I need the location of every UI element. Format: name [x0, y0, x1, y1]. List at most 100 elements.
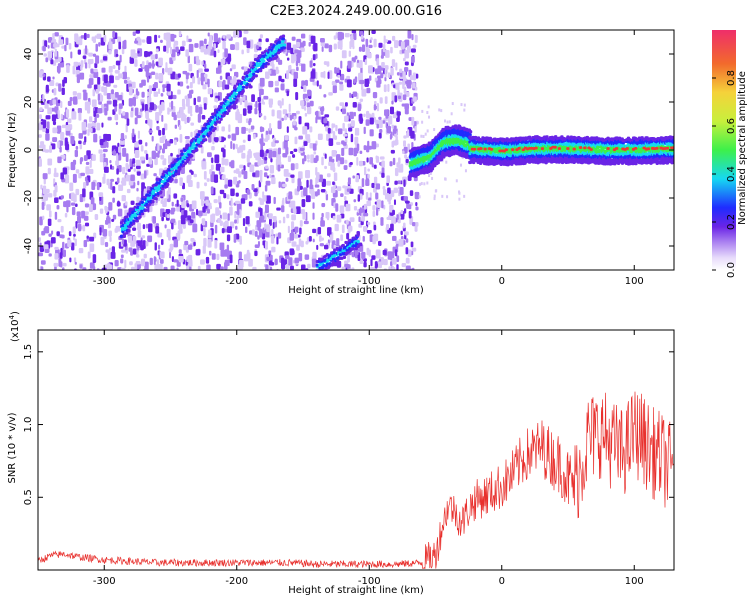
spectrogram-cell — [50, 59, 54, 65]
spectrogram-cell — [120, 254, 124, 259]
spectrogram-cell — [132, 158, 136, 164]
spectrogram-cell — [88, 116, 93, 123]
spectrogram-cell — [350, 120, 355, 127]
spectrogram-cell — [300, 264, 306, 270]
spectrogram-cell — [233, 234, 237, 243]
spectrogram-cell — [125, 163, 129, 170]
spectrogram-cell — [137, 180, 140, 186]
spectrogram-cell — [70, 202, 76, 206]
spectrogram-cell — [367, 221, 371, 226]
spectrogram-cell — [337, 74, 341, 78]
spectrogram-cell — [134, 263, 138, 270]
spectrogram-cell — [110, 93, 116, 99]
spectrogram-cell — [247, 83, 252, 87]
spectrogram-cell — [96, 268, 100, 270]
spectrogram-cell — [155, 61, 159, 66]
spectrogram-cell — [266, 62, 270, 66]
spectrogram-cell — [280, 78, 285, 83]
spectrogram-cell — [290, 47, 294, 55]
spectrogram-cell — [40, 184, 43, 190]
spectrogram-cell — [296, 66, 299, 72]
spectrogram-cell — [283, 169, 289, 177]
spectrogram-cell — [339, 102, 345, 106]
spectrogram-cell — [181, 40, 186, 47]
spectrogram-cell — [302, 158, 305, 165]
spectrogram-cell — [231, 133, 237, 141]
spectrogram-cell — [107, 223, 111, 229]
spectrogram-cell — [223, 107, 227, 112]
spectrogram-cell — [162, 67, 165, 75]
spectrogram-cell — [213, 174, 219, 183]
spectrogram-cell — [339, 157, 345, 165]
spectrogram-cell — [277, 120, 282, 130]
spectrogram-cell — [49, 100, 53, 106]
spectrogram-cell — [41, 201, 45, 210]
spectrogram-cell — [271, 177, 276, 185]
spectrogram-cell — [246, 40, 251, 49]
spectrogram-cell — [259, 77, 265, 87]
spectrogram-cell — [115, 121, 119, 126]
spectrogram-cell — [373, 164, 377, 169]
spectrogram-cell — [193, 173, 197, 178]
spectrogram-cell — [384, 76, 387, 82]
spectrogram-cell — [190, 131, 193, 138]
spectrogram-cell — [213, 199, 218, 204]
spectrogram-cell — [101, 67, 106, 73]
spectrogram-cell — [282, 197, 285, 202]
spectrogram-cell — [343, 165, 348, 170]
spectrogram-cell — [390, 46, 393, 54]
spectrogram-cell — [208, 131, 213, 135]
spectrogram-cell — [152, 189, 156, 193]
spectrogram-cell — [39, 245, 45, 253]
spectrogram-cell — [165, 208, 171, 214]
spectrogram-cell — [106, 263, 111, 270]
spectrogram-cell — [286, 90, 290, 97]
spectrogram-cell — [39, 145, 43, 149]
spectrogram-cell — [42, 127, 46, 133]
spectrogram-cell — [358, 160, 363, 167]
spectrogram-cell — [44, 226, 50, 234]
spectrogram-cell — [407, 30, 412, 39]
spectrogram-cell — [169, 243, 174, 250]
spectrogram-cell — [77, 92, 82, 100]
spectrogram-cell — [337, 160, 341, 167]
spectrogram-cell — [54, 128, 58, 133]
spectrogram-cell — [282, 43, 287, 47]
spectrogram-cell — [55, 269, 57, 270]
spectrogram-cell — [41, 230, 46, 236]
spectrogram-cell — [385, 50, 390, 58]
spectrogram-cell — [403, 196, 409, 202]
spectrogram-cell — [82, 188, 86, 198]
spectrogram-cell — [224, 158, 229, 166]
spectrogram-cell — [138, 206, 143, 210]
spectrogram-cell — [359, 258, 364, 264]
spectrogram-cell — [78, 247, 84, 254]
spectrogram-cell — [61, 87, 65, 96]
spectrogram-cell — [236, 94, 241, 98]
spectrogram-cell — [333, 43, 337, 50]
spectrogram-cell — [347, 177, 351, 185]
spectrogram-cell — [162, 160, 167, 166]
spectrogram-cell — [356, 240, 360, 244]
spectrogram-cell — [213, 105, 218, 109]
spectrogram-cell — [198, 106, 203, 115]
spectrogram-cell — [240, 198, 246, 204]
spectrogram-cell — [140, 145, 144, 152]
spectrogram-cell — [73, 194, 77, 203]
spectrogram-cell — [392, 209, 395, 216]
spectrogram-cell — [183, 210, 188, 219]
spectrogram-cell — [400, 209, 404, 215]
spectrogram-cell — [229, 68, 233, 72]
spectrogram-cell — [50, 237, 56, 244]
spectrogram-cell — [62, 167, 68, 175]
spectrogram-cell — [168, 67, 173, 74]
spectrogram-cell — [286, 213, 290, 219]
spectrogram-cell — [99, 227, 102, 236]
spectrogram-cell — [75, 188, 80, 196]
spectrogram-cell — [89, 262, 95, 269]
spectrogram-cell — [145, 153, 149, 161]
spectrogram-cell — [351, 247, 355, 251]
spectrogram-cell — [67, 118, 72, 124]
spectrogram-cell — [235, 143, 238, 149]
spectrogram-cell — [299, 147, 305, 152]
